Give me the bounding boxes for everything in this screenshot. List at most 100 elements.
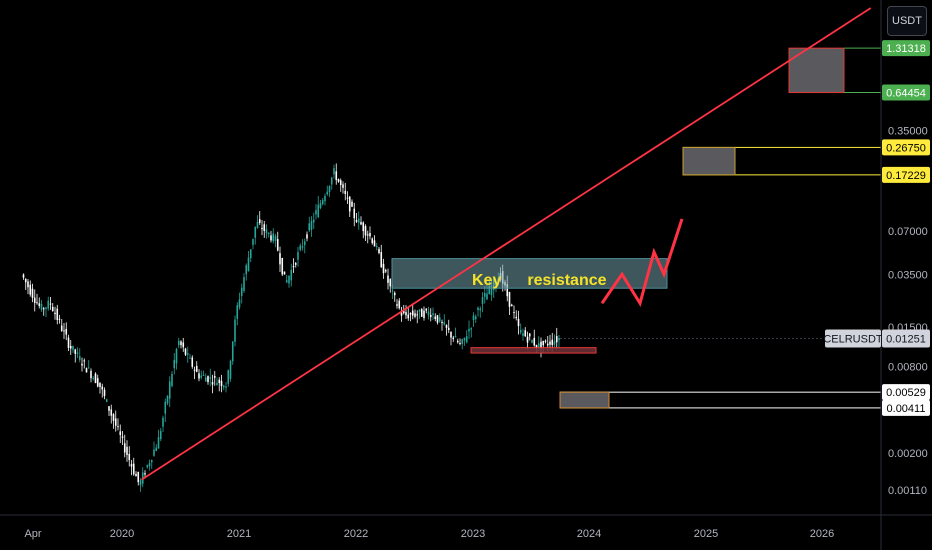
candle xyxy=(65,322,68,341)
candle-body xyxy=(49,303,52,305)
candle-body xyxy=(474,316,477,320)
candle xyxy=(526,331,529,350)
candle xyxy=(279,246,281,272)
candle-body xyxy=(450,332,452,338)
symbol-price-tag[interactable]: CELRUSDT 0.01251 xyxy=(823,329,930,348)
candle-body xyxy=(65,328,68,335)
candle xyxy=(238,292,241,310)
candle-body xyxy=(330,177,333,185)
candle xyxy=(366,230,369,244)
candle xyxy=(184,347,187,356)
time-axis-label: 2023 xyxy=(461,528,485,540)
candle-body xyxy=(481,297,484,305)
candle-body xyxy=(146,465,149,468)
candle-body xyxy=(231,341,234,362)
candle xyxy=(369,226,371,240)
candle xyxy=(195,361,198,373)
rising-trendline[interactable] xyxy=(141,7,872,481)
price-tag-2[interactable]: 0.26750 xyxy=(882,139,930,156)
candle-body xyxy=(283,271,286,275)
candle-body xyxy=(238,299,241,308)
price-tag-3[interactable]: 0.17229 xyxy=(882,166,930,183)
candle xyxy=(267,232,270,238)
candle-body xyxy=(137,471,140,483)
candle xyxy=(123,434,126,458)
candle-body xyxy=(24,278,27,283)
candle-body xyxy=(225,386,227,388)
candle xyxy=(103,387,106,400)
price-tag-3-text: 0.17229 xyxy=(886,170,926,182)
currency-button[interactable]: USDT xyxy=(887,6,927,36)
candle xyxy=(355,213,358,223)
candle-body xyxy=(324,195,326,202)
candle-body xyxy=(274,235,277,241)
candle-body xyxy=(524,330,527,337)
lines-layer xyxy=(141,7,881,481)
candle xyxy=(193,366,196,380)
candle-body xyxy=(373,240,376,247)
support-zone[interactable] xyxy=(470,347,597,354)
candle-body xyxy=(317,204,320,218)
candle xyxy=(38,297,41,309)
price-tag-1[interactable]: 0.64454 xyxy=(882,84,930,101)
candle-body xyxy=(384,270,387,272)
candle-body xyxy=(517,318,520,327)
candle xyxy=(29,280,32,297)
candle-body xyxy=(200,375,203,378)
candle xyxy=(553,334,556,348)
candle xyxy=(531,339,533,344)
candle-body xyxy=(159,431,162,440)
candle xyxy=(294,261,297,268)
candle-body xyxy=(31,288,34,298)
candle xyxy=(389,278,392,293)
candle xyxy=(459,338,461,346)
price-tag-5[interactable]: 0.00411 xyxy=(882,399,930,416)
candle-body xyxy=(558,338,560,341)
candle-body xyxy=(265,229,268,234)
candle xyxy=(405,305,407,319)
price-tag-5-box xyxy=(882,399,930,416)
candle xyxy=(83,358,86,369)
candle-body xyxy=(130,464,133,467)
candle-body xyxy=(456,340,459,343)
price-tag-2-text: 0.26750 xyxy=(886,142,926,154)
lower-target-zone[interactable] xyxy=(559,391,610,409)
candle-body xyxy=(74,349,77,354)
candle-body xyxy=(56,308,59,320)
candle xyxy=(146,464,149,469)
candle-body xyxy=(166,395,169,404)
candle-body xyxy=(549,341,551,345)
candle xyxy=(321,198,324,206)
candle xyxy=(155,444,158,452)
candle xyxy=(220,374,223,393)
candle-body xyxy=(211,382,214,385)
candle-body xyxy=(132,463,135,475)
candle-body xyxy=(47,300,50,309)
candle xyxy=(24,278,27,290)
candle xyxy=(22,273,25,280)
candle xyxy=(285,274,288,284)
candle xyxy=(276,231,279,252)
middle-target-zone[interactable] xyxy=(682,146,736,176)
price-tag-0[interactable]: 1.31318 xyxy=(882,40,930,57)
candle-body xyxy=(346,197,349,199)
candle xyxy=(90,368,92,383)
candle xyxy=(510,303,513,307)
candle-body xyxy=(348,196,351,212)
candle-body xyxy=(551,339,554,345)
candle-body xyxy=(247,257,250,272)
candle-body xyxy=(472,315,475,321)
candle-body xyxy=(423,310,425,319)
candle-body xyxy=(321,200,324,205)
candle xyxy=(481,292,484,313)
price-tag-4[interactable]: 0.00529 xyxy=(882,384,930,401)
candle-body xyxy=(540,341,542,350)
candle-body xyxy=(87,367,90,369)
candle-body xyxy=(375,246,378,248)
candle-body xyxy=(94,373,97,384)
projection-path[interactable] xyxy=(600,218,684,307)
candle xyxy=(420,307,423,317)
candle xyxy=(508,291,511,315)
price-tag-1-text: 0.64454 xyxy=(886,88,926,100)
